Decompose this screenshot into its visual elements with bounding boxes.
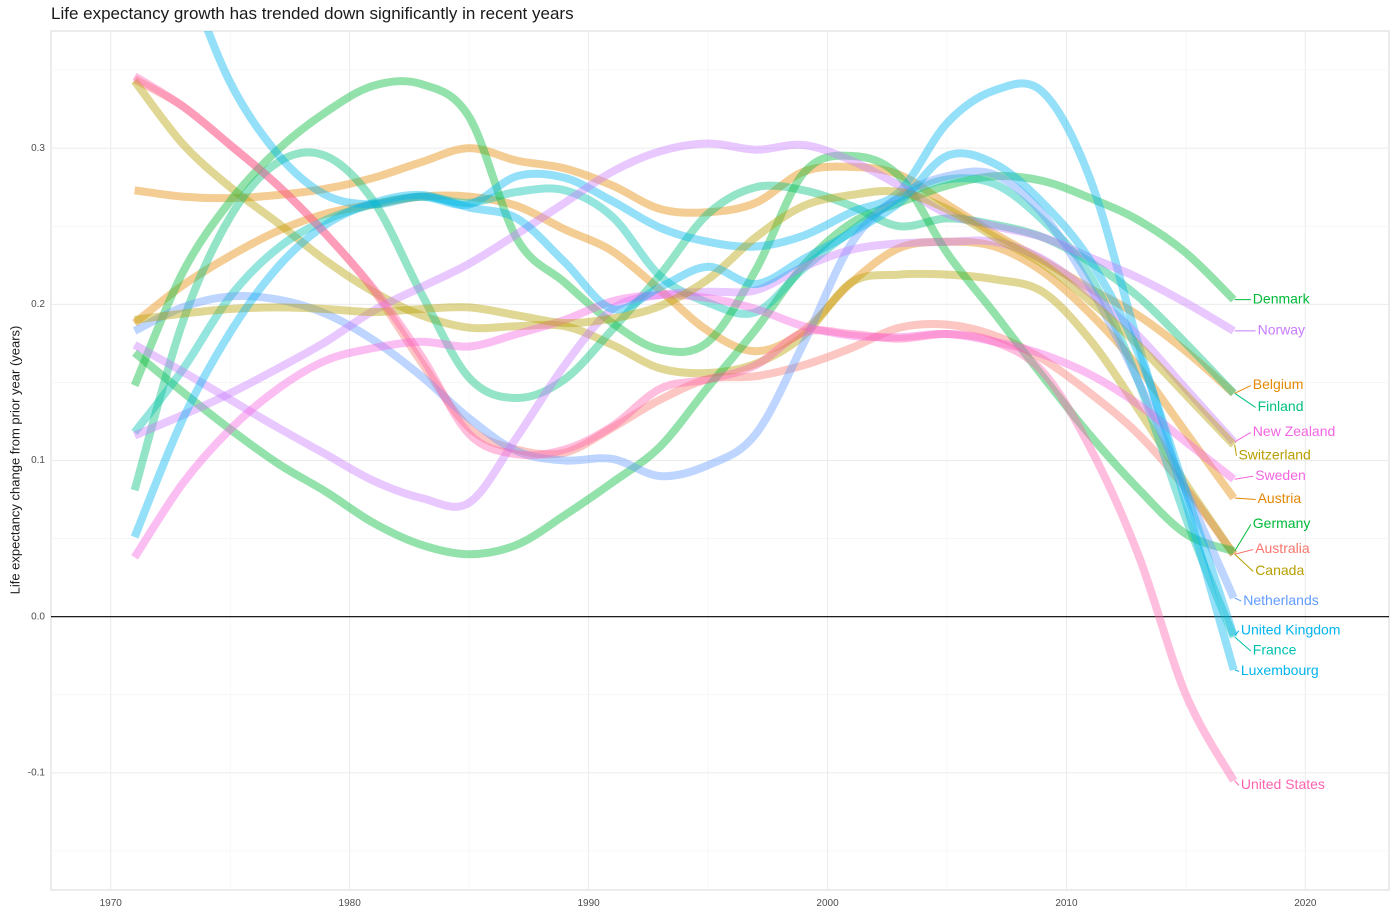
series-label-denmark: Denmark bbox=[1253, 290, 1311, 306]
x-tick-label: 1990 bbox=[577, 898, 600, 909]
series-line-denmark bbox=[132, 172, 1237, 559]
series-label-sweden: Sweden bbox=[1255, 467, 1306, 483]
y-tick-label: 0.3 bbox=[31, 143, 45, 154]
series-label-luxembourg: Luxembourg bbox=[1241, 662, 1319, 678]
leader-canada bbox=[1234, 553, 1254, 572]
series-label-austria: Austria bbox=[1258, 490, 1302, 506]
series-line-finland bbox=[130, 148, 1237, 492]
series-line-netherlands bbox=[132, 167, 1238, 600]
series-label-united-kingdom: United Kingdom bbox=[1241, 621, 1341, 637]
series-line-new-zealand bbox=[132, 236, 1237, 511]
series-line-canada bbox=[131, 78, 1238, 557]
series-label-finland: Finland bbox=[1258, 398, 1304, 414]
leader-switzerland bbox=[1234, 444, 1237, 456]
leader-new-zealand bbox=[1234, 431, 1252, 443]
x-tick-label: 2020 bbox=[1294, 898, 1317, 909]
leader-united-states bbox=[1234, 780, 1240, 786]
series-line-sweden bbox=[131, 290, 1237, 560]
series-group bbox=[130, 31, 1238, 783]
leader-finland bbox=[1234, 392, 1256, 408]
leader-netherlands bbox=[1234, 597, 1242, 602]
y-tick-label: -0.1 bbox=[28, 768, 46, 779]
series-label-germany: Germany bbox=[1253, 515, 1311, 531]
grid-lines bbox=[50, 30, 1390, 891]
y-tick-label: 0.2 bbox=[31, 299, 45, 310]
leader-united-kingdom bbox=[1234, 630, 1240, 636]
series-label-new-zealand: New Zealand bbox=[1253, 423, 1336, 439]
series-line-luxembourg bbox=[203, 31, 1238, 671]
series-line-australia bbox=[132, 75, 1237, 557]
label-leaders bbox=[1234, 299, 1256, 786]
leader-belgium bbox=[1234, 385, 1252, 394]
leader-germany bbox=[1234, 524, 1252, 552]
series-label-belgium: Belgium bbox=[1253, 376, 1304, 392]
series-label-canada: Canada bbox=[1255, 562, 1304, 578]
y-tick-label: 0.0 bbox=[31, 611, 45, 622]
y-tick-label: 0.1 bbox=[31, 455, 45, 466]
series-label-norway: Norway bbox=[1258, 322, 1305, 338]
x-tick-label: 1970 bbox=[100, 898, 123, 909]
series-line-germany bbox=[130, 77, 1236, 555]
series-line-austria bbox=[132, 191, 1237, 501]
series-label-australia: Australia bbox=[1255, 540, 1310, 556]
x-tick-label: 2010 bbox=[1055, 898, 1078, 909]
leader-sweden bbox=[1234, 475, 1254, 480]
leader-france bbox=[1234, 636, 1252, 652]
x-tick-label: 2000 bbox=[816, 898, 839, 909]
series-line-france bbox=[131, 174, 1238, 639]
series-line-belgium bbox=[134, 144, 1237, 397]
series-label-united-states: United States bbox=[1241, 776, 1325, 792]
series-line-united-states bbox=[132, 72, 1238, 783]
leader-austria bbox=[1234, 497, 1256, 501]
series-label-switzerland: Switzerland bbox=[1238, 447, 1310, 463]
x-tick-label: 1980 bbox=[339, 898, 362, 909]
series-labels: Denmark Norway Belgium Finland New Zealand Sw… bbox=[1238, 290, 1340, 792]
axes: 1970 1980 1990 2000 2010 2020 -0.1 0.0 0.1 0.2 0.3 bbox=[28, 143, 1317, 909]
series-label-netherlands: Netherlands bbox=[1243, 592, 1319, 608]
series-line-united-kingdom bbox=[130, 149, 1238, 637]
series-line-norway bbox=[133, 139, 1236, 440]
series-line-switzerland bbox=[134, 187, 1237, 448]
leader-australia bbox=[1234, 549, 1254, 555]
series-label-france: France bbox=[1253, 642, 1297, 658]
leader-luxembourg bbox=[1234, 669, 1240, 672]
chart-title: Life expectancy growth has trended down … bbox=[51, 4, 574, 23]
